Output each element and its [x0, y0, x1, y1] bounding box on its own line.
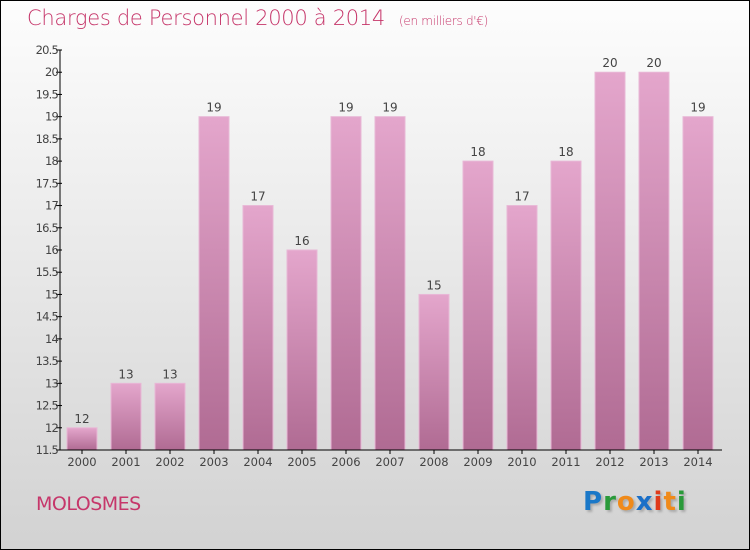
y-tick-label: 14 [45, 332, 59, 346]
y-tick-label: 20 [45, 65, 59, 79]
y-tick-label: 12 [45, 421, 59, 435]
data-label: 13 [162, 367, 177, 381]
x-tick-label: 2008 [419, 455, 448, 469]
data-label: 20 [602, 56, 617, 70]
y-tick-label: 12.5 [36, 399, 59, 413]
bar-2010 [506, 205, 538, 451]
bar-2005 [286, 249, 318, 451]
city-name: MOLOSMES [36, 493, 141, 515]
chart-title: Charges de Personnel 2000 à 2014 (en mill… [27, 6, 488, 30]
y-tick-label: 18 [45, 154, 59, 168]
data-label: 17 [250, 190, 265, 204]
data-label: 13 [118, 367, 133, 381]
y-tick-label: 17 [45, 199, 59, 213]
bar-2012 [594, 71, 626, 451]
x-tick-label: 2001 [111, 455, 140, 469]
x-tick-label: 2000 [67, 455, 96, 469]
data-label: 20 [646, 56, 661, 70]
x-tick-label: 2005 [287, 455, 316, 469]
data-label: 19 [690, 101, 705, 115]
x-tick-label: 2002 [155, 455, 184, 469]
x-tick-label: 2003 [199, 455, 228, 469]
y-tick-label: 17.5 [36, 176, 59, 190]
y-tick-label: 19.5 [36, 87, 59, 101]
bar-2002 [154, 382, 186, 451]
bar-2000 [66, 427, 98, 451]
data-label: 16 [294, 234, 309, 248]
data-label: 19 [338, 101, 353, 115]
y-tick-label: 11.5 [36, 443, 59, 457]
data-label: 18 [470, 145, 485, 159]
bar-2008 [418, 293, 450, 451]
y-tick-label: 18.5 [36, 132, 59, 146]
y-tick-label: 15 [45, 287, 59, 301]
data-label: 19 [206, 101, 221, 115]
title-text: Charges de Personnel 2000 à 2014 [27, 6, 385, 30]
x-tick-label: 2014 [683, 455, 712, 469]
x-tick-label: 2006 [331, 455, 360, 469]
data-label: 18 [558, 145, 573, 159]
bar-2011 [550, 160, 582, 451]
bar-2003 [198, 116, 230, 451]
data-label: 15 [426, 278, 441, 292]
y-tick-label: 13.5 [36, 354, 59, 368]
proxiti-logo: Proxiti [583, 487, 687, 517]
bar-2006 [330, 116, 362, 451]
y-tick-label: 20.5 [36, 43, 59, 57]
bar-2001 [110, 382, 142, 451]
bar-2013 [638, 71, 670, 451]
data-label: 17 [514, 190, 529, 204]
y-tick-label: 15.5 [36, 265, 59, 279]
bar-2004 [242, 205, 274, 451]
y-tick-label: 19 [45, 110, 59, 124]
data-label: 12 [74, 412, 89, 426]
x-tick-label: 2011 [551, 455, 580, 469]
x-tick-label: 2007 [375, 455, 404, 469]
bar-2007 [374, 116, 406, 451]
bar-2009 [462, 160, 494, 451]
y-tick-label: 13 [45, 376, 59, 390]
x-tick-label: 2013 [639, 455, 668, 469]
data-label: 19 [382, 101, 397, 115]
y-tick-label: 14.5 [36, 310, 59, 324]
x-tick-label: 2009 [463, 455, 492, 469]
x-tick-label: 2004 [243, 455, 272, 469]
y-tick-label: 16.5 [36, 221, 59, 235]
x-tick-label: 2010 [507, 455, 536, 469]
y-tick-label: 16 [45, 243, 59, 257]
bar-2014 [682, 116, 714, 451]
chart-subtitle: (en milliers d'€) [398, 14, 489, 28]
x-tick-label: 2012 [595, 455, 624, 469]
